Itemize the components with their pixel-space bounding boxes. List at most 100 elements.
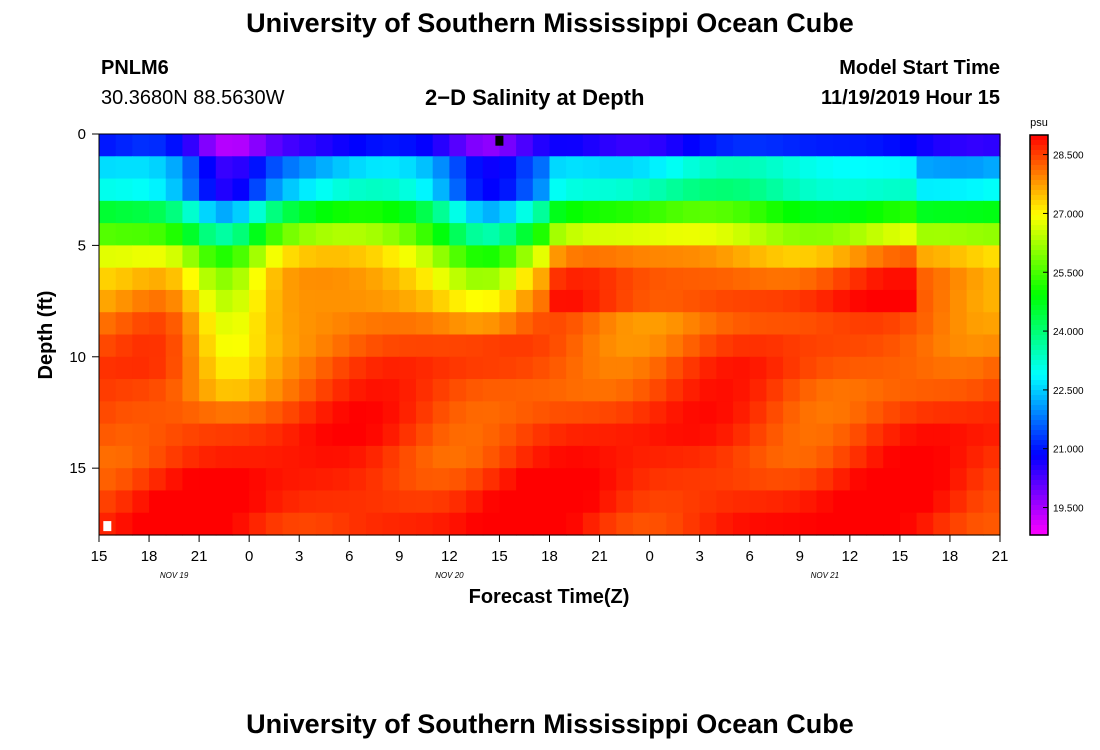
footer-title: University of Southern Mississippi Ocean… [246,709,854,739]
heatmap-cell [799,445,818,469]
model-start-value: 11/19/2019 Hour 15 [820,87,1000,109]
heatmap-cell [849,267,868,291]
heatmap-cell [132,289,150,313]
heatmap-cell [382,312,400,336]
heatmap-cell [699,490,717,514]
heatmap-cell [649,200,667,224]
colorbar-segment [1030,200,1048,206]
heatmap-cell [149,134,167,157]
heatmap-cell [966,289,984,313]
heatmap-cell [966,134,984,157]
colorbar-segment [1030,215,1048,221]
heatmap-cell [866,267,884,291]
heatmap-cell [532,245,551,269]
heatmap-cell [215,312,234,336]
heatmap-cell [482,267,501,291]
heatmap-cell [566,200,584,224]
heatmap-cell [949,512,968,536]
heatmap-cell [516,334,534,358]
heatmap-cell [416,445,434,469]
heatmap-cell [232,312,250,336]
heatmap-cell [649,356,667,380]
y-tick-label: 0 [78,126,86,143]
heatmap-cell [466,200,484,224]
heatmap-cell [99,134,117,157]
x-tick-label: 0 [245,548,253,565]
heatmap-cell [566,134,584,157]
heatmap-cell [833,379,851,402]
heatmap-cell [566,512,584,536]
heatmap-cell [199,245,217,269]
heatmap-cell [682,401,701,425]
colorbar: psu 28.500 27.000 25.500 24.000 22.500 21.000 1… [1029,117,1084,536]
colorbar-segment [1030,235,1048,241]
heatmap-cell [666,312,684,336]
heatmap-cell [315,468,334,492]
colorbar-segment [1030,140,1048,146]
heatmap-cell [582,512,601,536]
heatmap-cell [299,423,317,447]
heatmap-cell [749,423,768,447]
heatmap-cell [349,312,367,336]
heatmap-cell [883,312,901,336]
heatmap-cell [749,245,768,269]
heatmap-cell [315,334,334,358]
heatmap-cell [99,379,117,402]
heatmap-cell [232,178,250,202]
heatmap-cell [899,312,918,336]
heatmap-cell [165,468,184,492]
heatmap-cell [215,200,234,224]
heatmap-cell [933,245,951,269]
heatmap-cell [215,356,234,380]
heatmap-cell [432,379,450,402]
heatmap-cell [215,267,234,291]
heatmap-cell [933,156,951,180]
colorbar-segment [1030,195,1048,201]
heatmap-cell [733,423,751,447]
heatmap-cell [449,223,467,246]
heatmap-cell [332,312,350,336]
colorbar-segment [1030,155,1048,161]
heatmap-cell [616,223,634,246]
heatmap-cell [265,178,284,202]
colorbar-segment [1030,230,1048,236]
heatmap-cell [399,267,417,291]
heatmap-cell [682,223,701,246]
heatmap-cell [949,312,968,336]
heatmap-cell [232,401,250,425]
heatmap-cell [699,200,717,224]
heatmap-cell [299,356,317,380]
heatmap-cell [432,401,450,425]
heatmap-cell [599,356,617,380]
colorbar-segment [1030,295,1048,301]
heatmap-cell [349,223,367,246]
heatmap-cell [883,490,901,514]
heatmap-cell [416,423,434,447]
heatmap-cell [449,423,467,447]
heatmap-cell [616,379,634,402]
heatmap-cell [616,267,634,291]
heatmap-cell [816,134,834,157]
heatmap-cell [99,245,117,269]
heatmap-cell [482,245,501,269]
heatmap-cell [382,267,400,291]
heatmap-cell [733,445,751,469]
heatmap-cell [532,200,551,224]
heatmap-cell [516,312,534,336]
heatmap-cell [649,267,667,291]
heatmap-cell [115,334,133,358]
heatmap-cell [816,245,834,269]
heatmap-cell [649,401,667,425]
heatmap-cell [749,134,768,157]
heatmap-cell [866,334,884,358]
heatmap-cell [399,379,417,402]
heatmap-cell [666,223,684,246]
heatmap-cell [699,512,717,536]
heatmap-cell [416,468,434,492]
heatmap-cell [332,490,350,514]
heatmap-cell [149,468,167,492]
heatmap-cell [165,512,184,536]
heatmap-cell [816,512,834,536]
heatmap-cell [866,312,884,336]
heatmap-cell [649,312,667,336]
